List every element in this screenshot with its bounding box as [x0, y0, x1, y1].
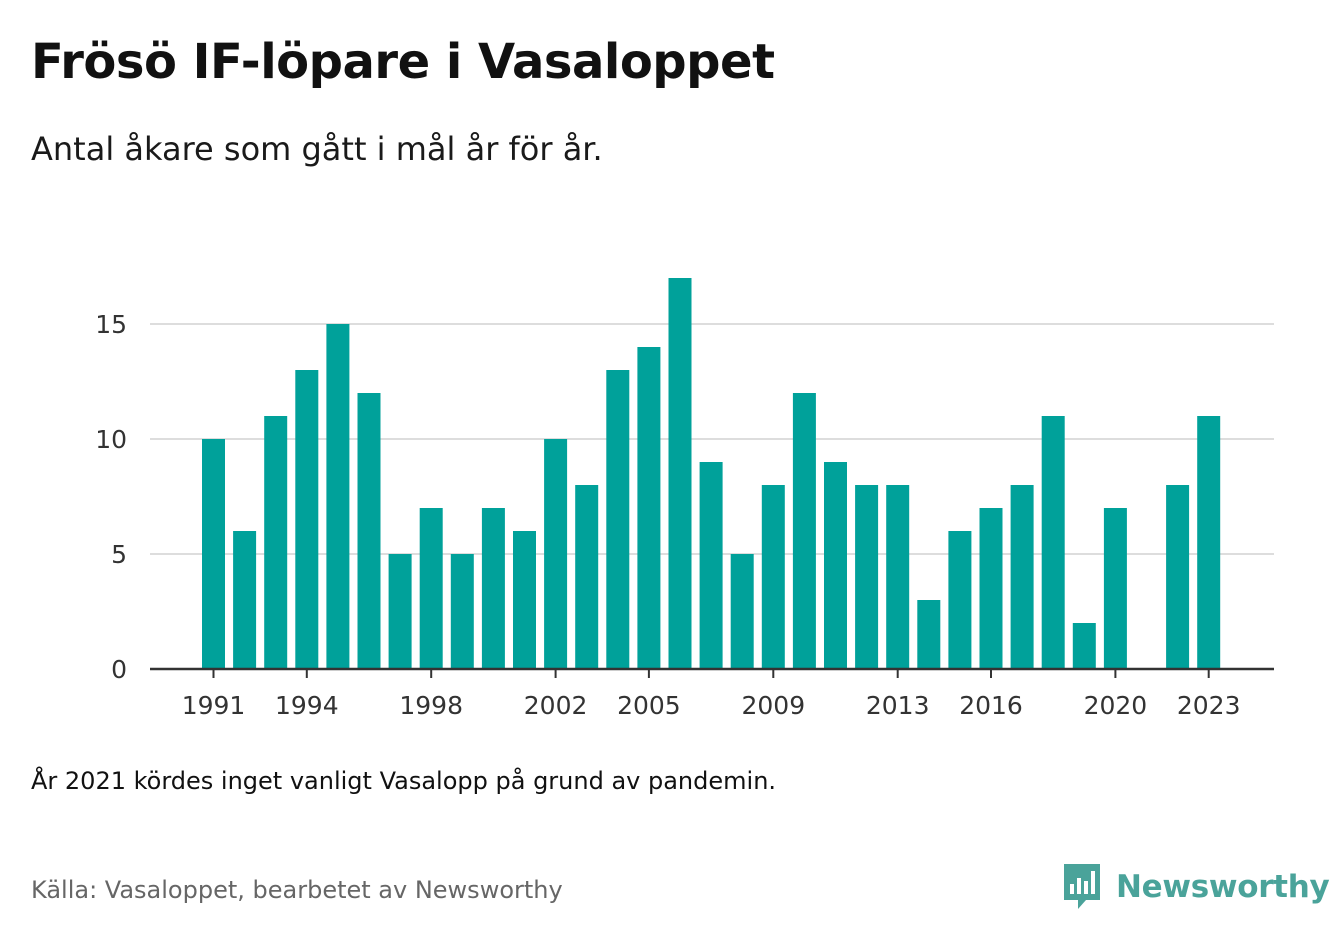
bar-2023: [1197, 416, 1221, 669]
bar-1992: [233, 531, 257, 669]
bar-2020: [1103, 508, 1127, 669]
bar-1993: [264, 416, 288, 669]
newsworthy-bar-chart-icon: [1064, 864, 1100, 909]
bar-2010: [792, 393, 816, 669]
logo-text: Newsworthy: [1116, 869, 1330, 905]
bar-2015: [948, 531, 972, 669]
bar-2022: [1166, 485, 1190, 669]
y-tick-label-0: 0: [111, 655, 127, 684]
y-tick-label-10: 10: [95, 425, 127, 454]
bar-2002: [544, 439, 568, 669]
bar-2000: [481, 508, 505, 669]
chart-title: Frösö IF-löpare i Vasaloppet: [31, 34, 775, 90]
bar-2008: [730, 554, 754, 669]
x-tick-label-2002: 2002: [524, 691, 588, 720]
bar-1991: [202, 439, 225, 669]
bar-2006: [668, 278, 692, 669]
bar-2016: [979, 508, 1003, 669]
bar-1996: [357, 393, 381, 669]
x-tick-label-2023: 2023: [1177, 691, 1241, 720]
x-tick-label-1991: 1991: [182, 691, 246, 720]
bar-2007: [699, 462, 723, 669]
bar-1994: [295, 370, 319, 669]
bar-2009: [761, 485, 785, 669]
chart-note: År 2021 kördes inget vanligt Vasalopp på…: [31, 767, 777, 795]
bar-2011: [824, 462, 847, 669]
x-tick-label-2009: 2009: [741, 691, 805, 720]
x-tick-label-2005: 2005: [617, 691, 681, 720]
x-tick-label-2016: 2016: [959, 691, 1023, 720]
x-tick-label-1994: 1994: [275, 691, 339, 720]
source-line: Källa: Vasaloppet, bearbetet av Newswort…: [31, 876, 563, 904]
bar-1995: [326, 324, 350, 669]
bar-2001: [513, 531, 536, 669]
bar-2013: [886, 485, 910, 669]
bar-2004: [606, 370, 630, 669]
bar-chart: 0 5 10 15 1991 1994 1998 2002 2005 2009 2013 2016 20…: [95, 278, 1274, 720]
bar-1999: [450, 554, 474, 669]
bar-1998: [419, 508, 443, 669]
bar-2005: [637, 347, 661, 669]
x-tick-label-2020: 2020: [1084, 691, 1148, 720]
bar-2017: [1010, 485, 1034, 669]
bar-1997: [388, 554, 412, 669]
y-tick-label-5: 5: [111, 540, 127, 569]
newsworthy-logo: Newsworthy: [1062, 862, 1330, 912]
bar-2012: [855, 485, 879, 669]
chart-subtitle: Antal åkare som gått i mål år för år.: [31, 130, 603, 168]
y-tick-label-15: 15: [95, 310, 127, 339]
x-tick-label-1998: 1998: [399, 691, 463, 720]
bar-2003: [575, 485, 599, 669]
bar-2018: [1041, 416, 1065, 669]
bar-2014: [917, 600, 941, 669]
x-tick-label-2013: 2013: [866, 691, 930, 720]
bar-2019: [1072, 623, 1096, 669]
